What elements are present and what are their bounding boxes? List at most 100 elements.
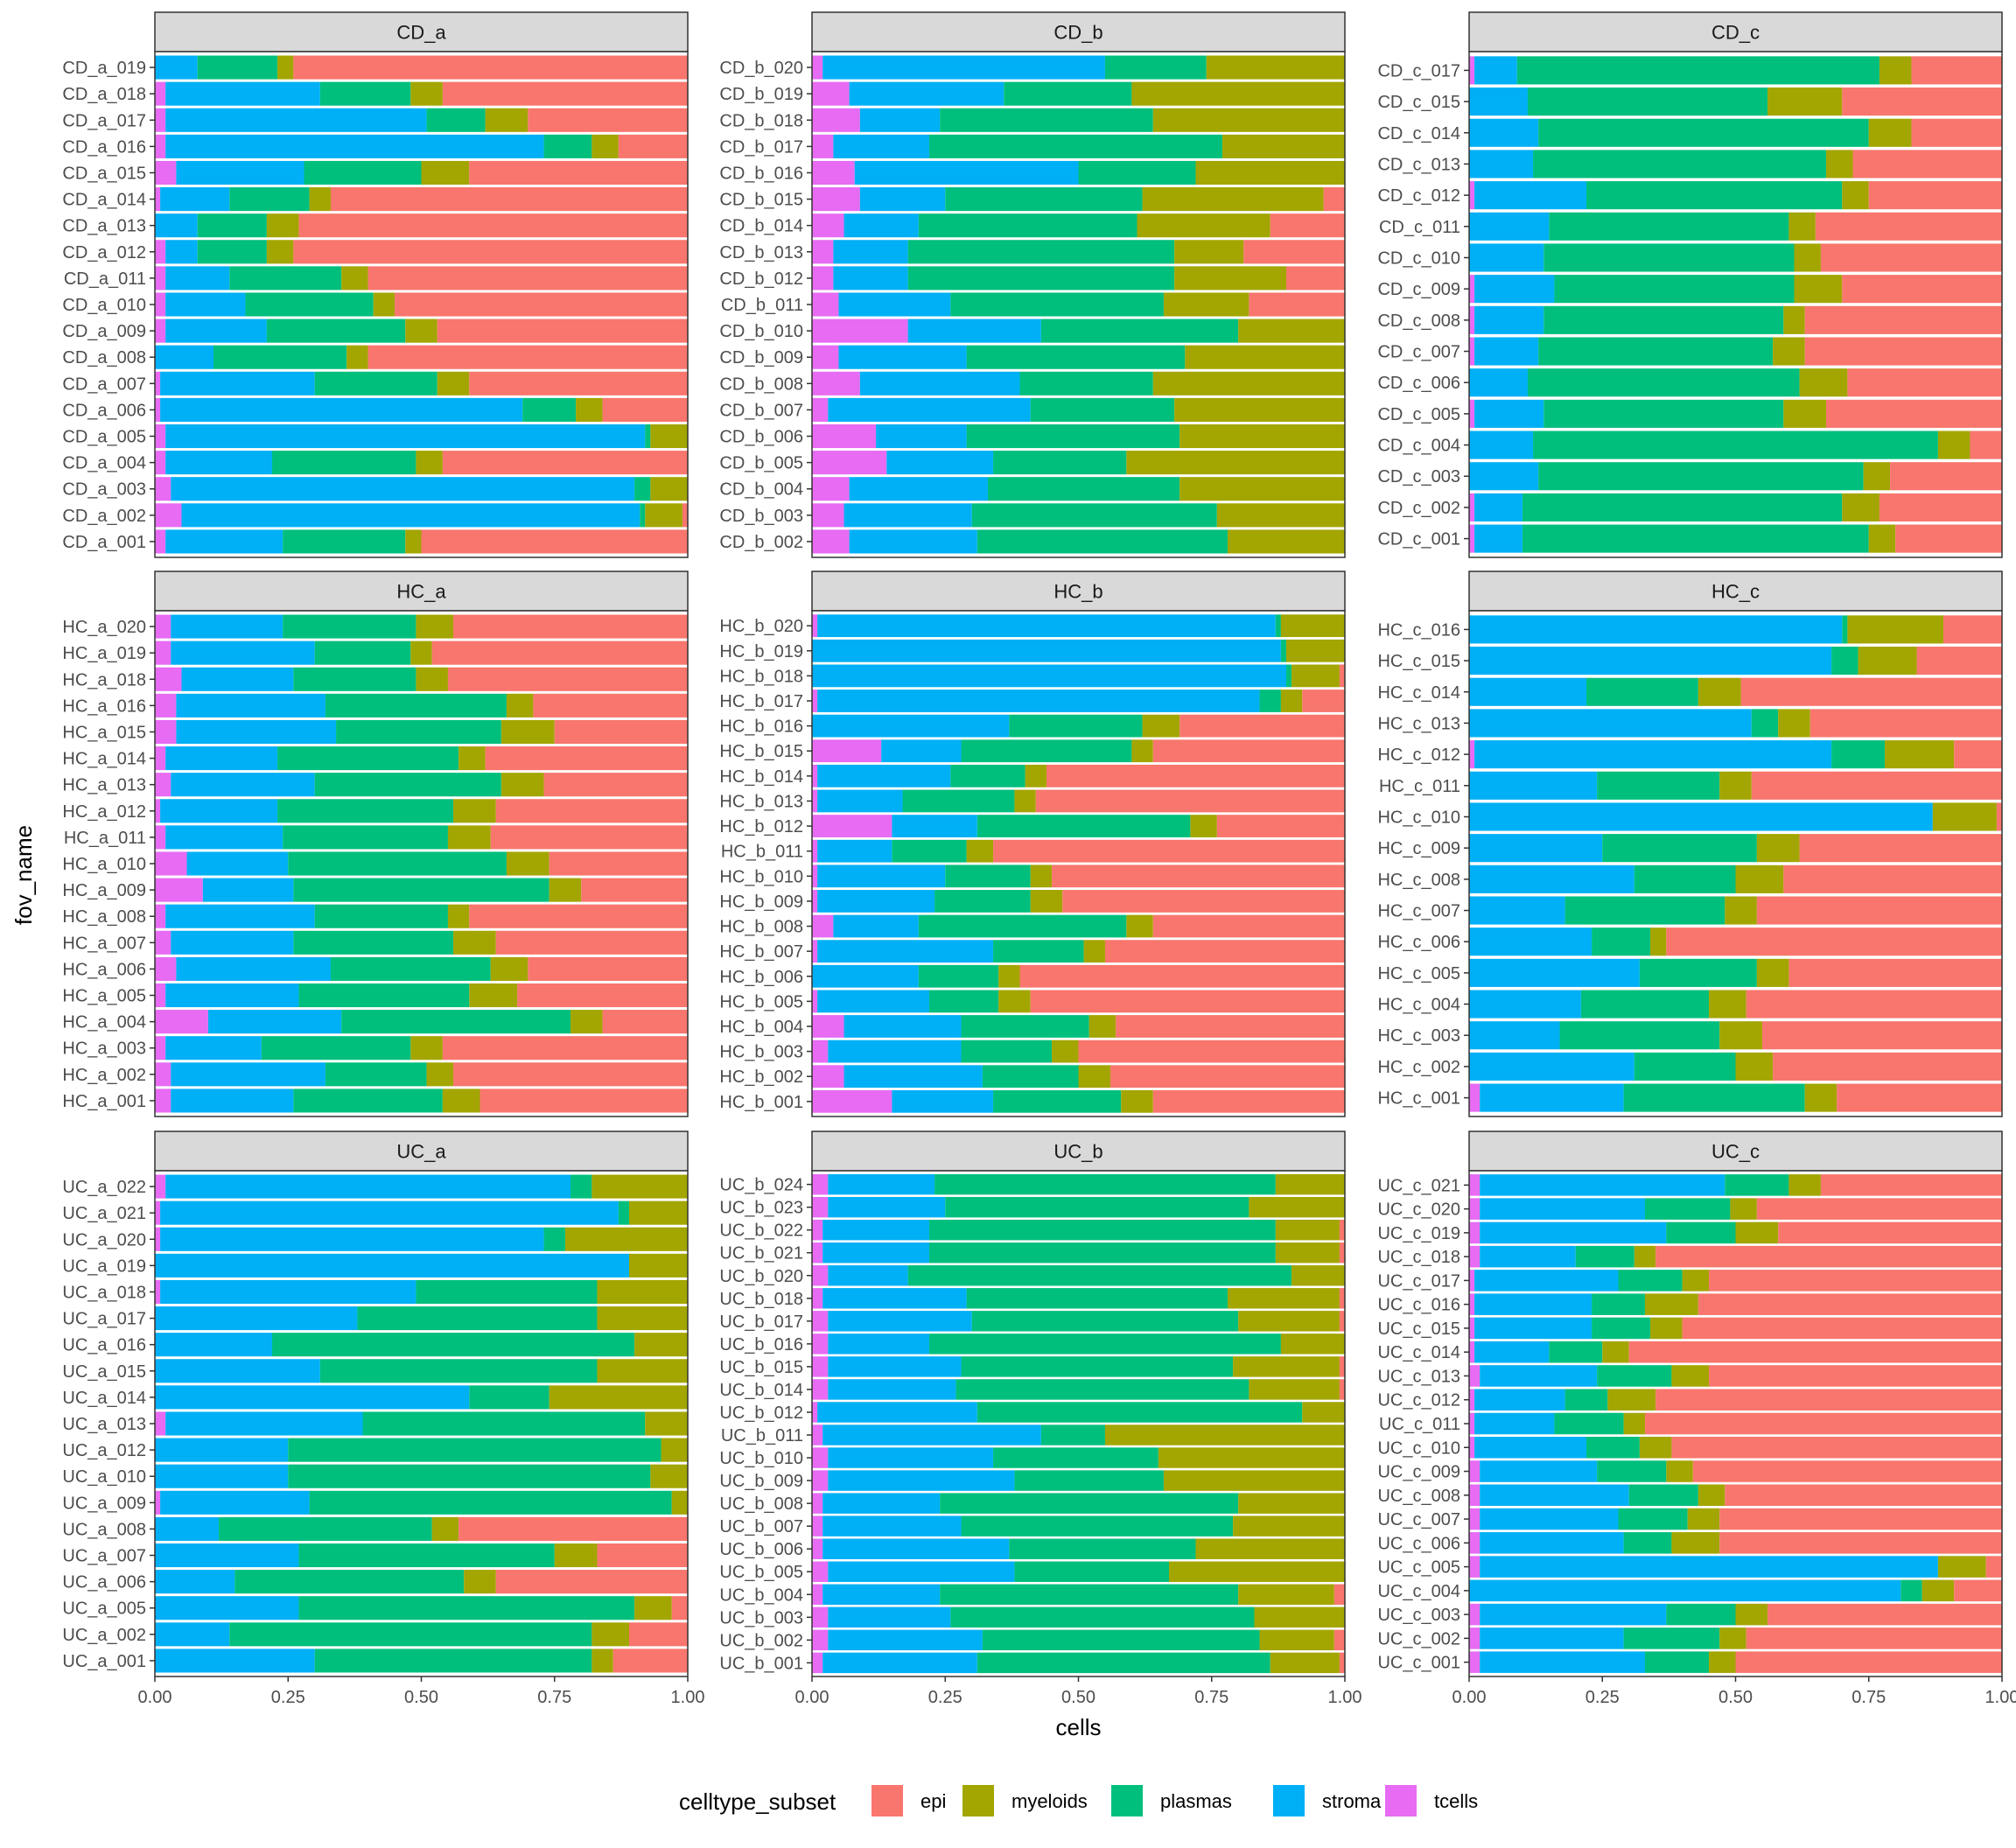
bar-segment-plasmas xyxy=(928,990,999,1013)
bar-segment-tcells xyxy=(812,1242,823,1264)
bar-segment-tcells xyxy=(155,160,177,186)
x-tick-label: 0.25 xyxy=(928,1688,962,1707)
bar-segment-stroma xyxy=(828,1470,1015,1491)
bar-segment-plasmas xyxy=(1030,397,1175,422)
bar-segment-plasmas xyxy=(1040,318,1239,343)
bar-segment-stroma xyxy=(822,55,1105,80)
bar-segment-epi xyxy=(612,1648,688,1673)
y-tick-label: HC_b_016 xyxy=(719,718,803,737)
bar-segment-plasmas xyxy=(902,789,1015,813)
bar-segment-plasmas xyxy=(1597,771,1720,800)
bar-segment-plasmas xyxy=(1639,958,1757,987)
bar-segment-plasmas xyxy=(907,240,1175,264)
bar-segment-epi xyxy=(490,825,688,850)
bar-segment-plasmas xyxy=(1259,690,1281,712)
bar-segment-stroma xyxy=(160,799,278,823)
bar-segment-stroma xyxy=(165,318,267,343)
legend-key-epi xyxy=(872,1785,903,1816)
bar-segment-plasmas xyxy=(1554,1412,1624,1435)
bar-segment-stroma xyxy=(165,424,646,449)
y-tick-label: UC_c_008 xyxy=(1377,1487,1460,1506)
bar-segment-myeloids xyxy=(650,424,688,449)
bar-segment-plasmas xyxy=(976,1652,1270,1674)
y-tick-label: UC_b_023 xyxy=(719,1199,803,1218)
bar-segment-myeloids xyxy=(1735,1052,1774,1081)
x-tick-label: 0.00 xyxy=(1452,1688,1487,1707)
bar-segment-plasmas xyxy=(1831,647,1858,676)
bar-segment-plasmas xyxy=(1597,1365,1672,1387)
y-tick-label: UC_a_021 xyxy=(62,1204,146,1223)
x-tick-label: 0.50 xyxy=(1061,1688,1096,1707)
bar-segment-plasmas xyxy=(1014,1470,1164,1491)
bar-segment-tcells xyxy=(155,451,166,475)
bar-segment-plasmas xyxy=(982,1629,1260,1651)
bar-segment-myeloids xyxy=(1773,337,1805,366)
bar-segment-stroma xyxy=(849,477,988,501)
bar-segment-stroma xyxy=(155,1306,358,1331)
y-tick-label: HC_c_014 xyxy=(1377,683,1460,703)
bar-segment-tcells xyxy=(155,1010,208,1034)
bar-segment-plasmas xyxy=(1628,1484,1698,1507)
bar-segment-myeloids xyxy=(1228,1288,1340,1309)
bar-segment-epi xyxy=(1270,214,1345,238)
y-tick-label: UC_a_017 xyxy=(62,1310,146,1329)
bar-segment-myeloids xyxy=(1639,1436,1672,1459)
legend: celltype_subset epi myeloids plasmas stroma… xyxy=(679,1785,1478,1816)
bar-segment-myeloids xyxy=(1937,430,1970,459)
bar-segment-plasmas xyxy=(945,864,1031,888)
bar-segment-plasmas xyxy=(940,1584,1239,1605)
bar-segment-myeloids xyxy=(1666,1460,1693,1482)
bar-segment-plasmas xyxy=(330,956,491,981)
bar-segment-epi xyxy=(1768,1603,2002,1626)
bar-segment-stroma xyxy=(833,240,908,264)
bar-segment-plasmas xyxy=(1623,1083,1805,1112)
bar-segment-plasmas xyxy=(543,134,592,158)
x-tick-label: 0.00 xyxy=(795,1688,830,1707)
y-tick-label: UC_c_019 xyxy=(1377,1224,1460,1243)
bar-segment-tcells xyxy=(812,345,839,369)
bar-segment-myeloids xyxy=(464,1570,496,1594)
bar-segment-stroma xyxy=(1474,1317,1592,1340)
bar-segment-tcells xyxy=(812,614,818,638)
bar-segment-epi xyxy=(1890,462,2002,491)
y-tick-label: UC_c_009 xyxy=(1377,1463,1460,1482)
bar-segment-tcells xyxy=(155,983,166,1008)
bar-segment-tcells xyxy=(155,266,166,290)
y-tick-label: UC_c_006 xyxy=(1377,1534,1460,1553)
bar-segment-epi xyxy=(495,930,688,955)
panel-border xyxy=(154,51,689,558)
bar-segment-stroma xyxy=(1469,243,1544,272)
bar-segment-stroma xyxy=(155,1359,320,1383)
bar-segment-tcells xyxy=(155,1490,161,1515)
bar-segment-epi xyxy=(1323,187,1345,212)
bar-segment-myeloids xyxy=(1206,55,1345,80)
y-tick-label: UC_b_016 xyxy=(719,1335,803,1354)
bar-segment-tcells xyxy=(1469,1198,1480,1220)
y-tick-label: HC_b_013 xyxy=(719,792,803,811)
bar-segment-plasmas xyxy=(319,81,411,106)
y-tick-label: CD_c_005 xyxy=(1377,405,1460,424)
bar-segment-plasmas xyxy=(1004,81,1132,106)
bar-segment-stroma xyxy=(155,1385,470,1410)
bar-segment-epi xyxy=(1644,1412,2002,1435)
bar-segment-tcells xyxy=(1469,1340,1475,1363)
y-tick-label: HC_c_016 xyxy=(1377,620,1460,640)
panel-UC_a: UC_a UC_a_022 UC_a_021 UC_a_020 UC_a_019 UC_a… xyxy=(62,1130,704,1707)
y-tick-label: CD_b_007 xyxy=(719,401,803,420)
y-tick-label: HC_a_012 xyxy=(62,802,146,822)
bar-segment-plasmas xyxy=(293,878,550,902)
bar-segment-stroma xyxy=(844,1065,983,1088)
bar-segment-plasmas xyxy=(283,529,406,554)
bar-segment-stroma xyxy=(165,292,246,317)
bar-segment-stroma xyxy=(155,345,214,369)
y-tick-label: HC_b_015 xyxy=(719,742,803,761)
bar-segment-stroma xyxy=(1480,1174,1726,1196)
y-tick-label: HC_a_011 xyxy=(64,829,146,848)
y-tick-label: CD_b_013 xyxy=(719,243,803,262)
bar-segment-tcells xyxy=(812,815,892,837)
bar-segment-epi xyxy=(1339,664,1345,688)
y-tick-label: HC_b_005 xyxy=(719,992,803,1012)
x-tick-label: 0.75 xyxy=(1852,1688,1886,1707)
y-tick-label: CD_c_017 xyxy=(1377,61,1460,80)
bar-segment-stroma xyxy=(165,529,284,554)
